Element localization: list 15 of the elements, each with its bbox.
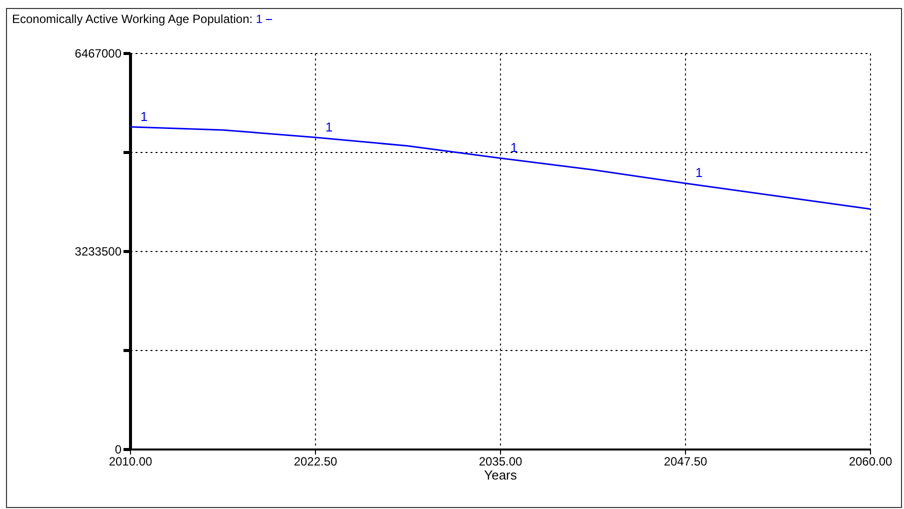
text: 1: [140, 108, 148, 124]
text: 1: [510, 140, 518, 156]
y-tick-label: 6467000: [74, 46, 122, 60]
text: 1: [695, 165, 703, 180]
y-tick-label: 0: [114, 442, 122, 456]
x-tick-label: 2060.00: [848, 454, 893, 468]
chart-title: Economically Active Working Age Population:: [12, 12, 253, 26]
x-tick-label: 2022.50: [294, 454, 338, 468]
x-tick-label: 2035.00: [478, 454, 523, 468]
legend-label: 1: [256, 12, 264, 26]
y-tick-label: 3233500: [74, 244, 122, 258]
x-tick-label: 2010.00: [108, 454, 153, 468]
x-axis-title: Years: [484, 468, 518, 482]
x-tick-label: 2047.50: [664, 454, 708, 468]
text: 1: [325, 119, 333, 134]
